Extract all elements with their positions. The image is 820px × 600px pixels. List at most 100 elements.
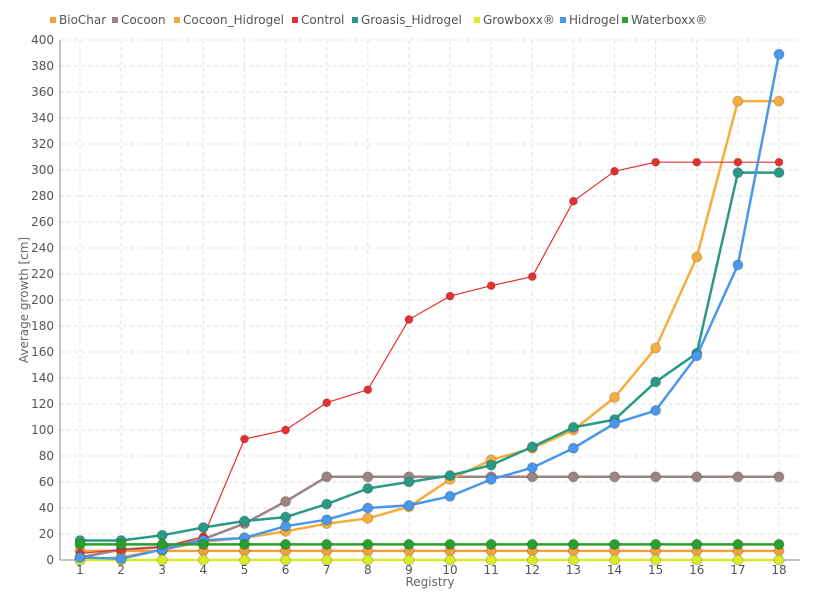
data-point-waterboxx[interactable] [732,538,744,550]
data-point-waterboxx[interactable] [74,538,86,550]
data-point-waterboxx[interactable] [650,538,662,550]
data-point-groasis-hidrogel[interactable] [650,376,662,388]
data-point-cocoon[interactable] [526,471,538,483]
data-point-waterboxx[interactable] [238,538,250,550]
legend-item-groasis-hidrogel[interactable]: Groasis_Hidrogel [352,13,462,27]
data-point-groasis-hidrogel[interactable] [526,441,538,453]
data-point-cocoon-hidrogel[interactable] [609,392,621,403]
data-point-cocoon-hidrogel[interactable] [773,95,785,107]
data-point-cocoon[interactable] [691,471,703,483]
data-point-control[interactable] [568,196,578,206]
legend-item-growboxx[interactable]: Growboxx® [474,13,555,27]
data-point-hidrogel[interactable] [567,442,579,454]
data-point-control[interactable] [651,157,661,167]
data-point-groasis-hidrogel[interactable] [321,498,333,510]
data-point-control[interactable] [404,315,414,324]
legend-item-biochar[interactable]: BioChar [50,13,106,27]
data-point-hidrogel[interactable] [773,48,785,60]
data-point-groasis-hidrogel[interactable] [197,522,209,533]
data-point-waterboxx[interactable] [156,538,168,550]
data-point-control[interactable] [733,157,743,167]
data-point-cocoon[interactable] [609,471,621,483]
data-point-cocoon-hidrogel[interactable] [732,95,744,107]
data-point-growboxx[interactable] [321,554,333,566]
data-point-groasis-hidrogel[interactable] [773,167,785,179]
data-point-hidrogel[interactable] [115,553,127,565]
legend-item-control[interactable]: Control [292,13,344,27]
data-point-growboxx[interactable] [197,554,209,566]
data-point-waterboxx[interactable] [403,538,415,550]
data-point-growboxx[interactable] [280,554,292,566]
data-point-growboxx[interactable] [526,554,538,566]
data-point-control[interactable] [486,281,496,291]
data-point-growboxx[interactable] [773,554,785,566]
data-point-hidrogel[interactable] [362,502,374,514]
data-point-hidrogel[interactable] [650,405,662,416]
data-point-waterboxx[interactable] [526,538,538,550]
data-point-waterboxx[interactable] [321,538,333,550]
data-point-waterboxx[interactable] [609,538,621,550]
data-point-control[interactable] [527,272,537,282]
data-point-control[interactable] [322,398,332,408]
data-point-groasis-hidrogel[interactable] [732,167,744,179]
data-point-growboxx[interactable] [156,554,168,566]
data-point-groasis-hidrogel[interactable] [485,459,497,471]
data-point-control[interactable] [281,425,291,435]
data-point-hidrogel[interactable] [444,490,456,502]
data-point-growboxx[interactable] [567,554,579,566]
legend-item-cocoon[interactable]: Cocoon [112,13,166,27]
data-point-cocoon-hidrogel[interactable] [362,512,374,524]
data-point-waterboxx[interactable] [773,538,785,550]
data-point-cocoon[interactable] [280,496,292,507]
data-point-control[interactable] [445,291,455,301]
data-point-waterboxx[interactable] [444,538,456,550]
data-point-growboxx[interactable] [650,554,662,566]
data-point-groasis-hidrogel[interactable] [567,421,579,433]
data-point-hidrogel[interactable] [609,418,621,429]
data-point-waterboxx[interactable] [280,538,292,550]
data-point-cocoon[interactable] [773,471,785,483]
data-point-hidrogel[interactable] [526,462,538,474]
data-point-waterboxx[interactable] [691,538,703,550]
data-point-growboxx[interactable] [609,554,621,566]
data-point-groasis-hidrogel[interactable] [156,529,168,541]
data-point-growboxx[interactable] [732,554,744,566]
data-point-groasis-hidrogel[interactable] [280,511,292,523]
data-point-hidrogel[interactable] [321,514,333,526]
data-point-cocoon-hidrogel[interactable] [650,342,662,354]
data-point-cocoon[interactable] [650,471,662,483]
data-point-waterboxx[interactable] [362,538,374,550]
data-point-growboxx[interactable] [403,554,415,566]
data-point-control[interactable] [774,157,784,167]
data-point-groasis-hidrogel[interactable] [403,476,415,488]
data-point-hidrogel[interactable] [280,520,292,532]
data-point-cocoon-hidrogel[interactable] [691,251,703,263]
data-point-hidrogel[interactable] [74,551,86,563]
data-point-waterboxx[interactable] [197,538,209,550]
data-point-cocoon[interactable] [567,471,579,483]
data-point-control[interactable] [363,385,373,395]
data-point-cocoon[interactable] [362,471,374,483]
data-point-waterboxx[interactable] [115,538,127,550]
data-point-hidrogel[interactable] [485,473,497,485]
data-point-growboxx[interactable] [485,554,497,566]
data-point-cocoon[interactable] [321,471,333,483]
data-point-growboxx[interactable] [444,554,456,566]
data-point-hidrogel[interactable] [403,499,415,511]
data-point-hidrogel[interactable] [691,350,703,362]
data-point-waterboxx[interactable] [485,538,497,550]
data-point-groasis-hidrogel[interactable] [444,470,456,481]
data-point-groasis-hidrogel[interactable] [362,483,374,494]
legend-item-hidrogel[interactable]: Hidrogel [560,13,619,27]
data-point-groasis-hidrogel[interactable] [238,515,250,527]
data-point-cocoon[interactable] [732,471,744,483]
data-point-control[interactable] [692,157,702,167]
data-point-growboxx[interactable] [238,554,250,566]
data-point-growboxx[interactable] [691,554,703,566]
data-point-control[interactable] [610,166,620,176]
data-point-waterboxx[interactable] [567,538,579,550]
data-point-control[interactable] [239,434,249,444]
legend-item-cocoon-hidrogel[interactable]: Cocoon_Hidrogel [174,13,284,27]
data-point-growboxx[interactable] [362,554,374,566]
data-point-hidrogel[interactable] [732,259,744,271]
